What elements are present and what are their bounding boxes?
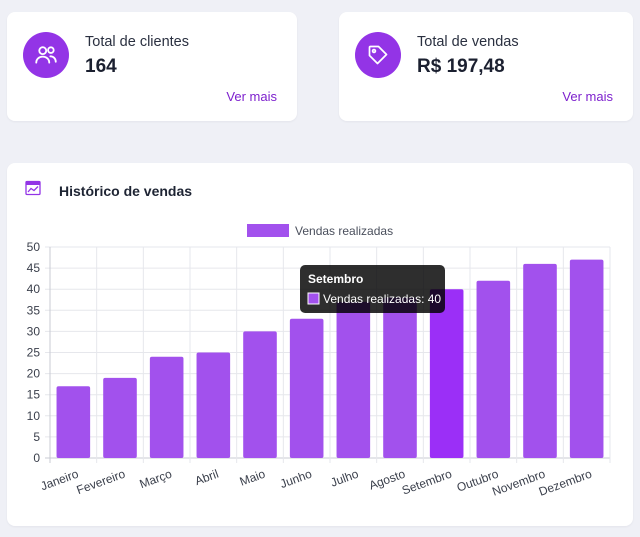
bar-agosto[interactable] (383, 297, 417, 458)
sales-card: Total de vendas R$ 197,48 Ver mais (339, 12, 633, 121)
users-icon (23, 32, 69, 78)
bar-dezembro[interactable] (569, 259, 604, 458)
y-tick-label: 20 (27, 367, 41, 381)
x-tick-label: Julho (329, 467, 361, 490)
clients-card: Total de clientes 164 Ver mais (7, 12, 297, 121)
y-tick-label: 15 (27, 388, 41, 402)
x-tick-label: Janeiro (39, 467, 81, 494)
x-tick-label: Março (138, 467, 174, 492)
sales-label: Total de vendas (417, 34, 519, 50)
y-tick-label: 25 (27, 346, 41, 360)
x-tick-label: Novembro (490, 467, 547, 499)
bar-abril[interactable] (196, 352, 231, 459)
chart-line-icon (25, 180, 41, 201)
y-tick-label: 40 (27, 282, 41, 296)
bar-outubro[interactable] (476, 280, 511, 458)
x-tick-label: Fevereiro (75, 467, 128, 498)
chart-header: Histórico de vendas (25, 180, 192, 201)
bar-maio[interactable] (243, 331, 277, 458)
y-tick-label: 0 (33, 451, 40, 465)
x-tick-label: Abril (193, 467, 220, 488)
tooltip-text: Vendas realizadas: 40 (323, 292, 441, 306)
bar-fevereiro[interactable] (103, 377, 137, 458)
bar-marco[interactable] (149, 356, 184, 458)
legend-swatch[interactable] (247, 224, 289, 237)
x-tick-label: Junho (278, 467, 314, 491)
clients-label: Total de clientes (85, 34, 189, 50)
y-tick-label: 50 (27, 240, 41, 254)
chart-title: Histórico de vendas (59, 182, 193, 199)
sales-history-card: 0 5 10 15 20 25 30 35 40 45 50 Janeiro Fevereiro Mar… (7, 163, 633, 526)
tooltip-swatch (307, 292, 320, 305)
tooltip-box (300, 265, 445, 313)
x-tick-label: Maio (238, 467, 268, 489)
bar-novembro[interactable] (523, 263, 557, 458)
clients-value: 164 (85, 56, 117, 77)
y-tick-label: 35 (27, 303, 41, 317)
x-tick-label: Dezembro (537, 467, 594, 499)
bar-julho[interactable] (336, 301, 371, 458)
bar-janeiro[interactable] (56, 386, 91, 458)
tooltip-title: Setembro (308, 272, 363, 286)
bar-junho[interactable] (289, 318, 324, 458)
sales-value: R$ 197,48 (417, 56, 505, 77)
y-tick-label: 5 (33, 430, 40, 444)
x-tick-label: Setembro (400, 467, 454, 498)
bar-setembro[interactable] (429, 289, 464, 458)
y-tick-label: 10 (27, 409, 41, 423)
legend-label[interactable]: Vendas realizadas (295, 224, 393, 238)
sales-see-more-link[interactable]: Ver mais (562, 89, 613, 104)
y-tick-label: 45 (27, 261, 41, 275)
clients-see-more-link[interactable]: Ver mais (226, 89, 277, 104)
tag-icon (355, 32, 401, 78)
y-tick-label: 30 (27, 324, 41, 338)
